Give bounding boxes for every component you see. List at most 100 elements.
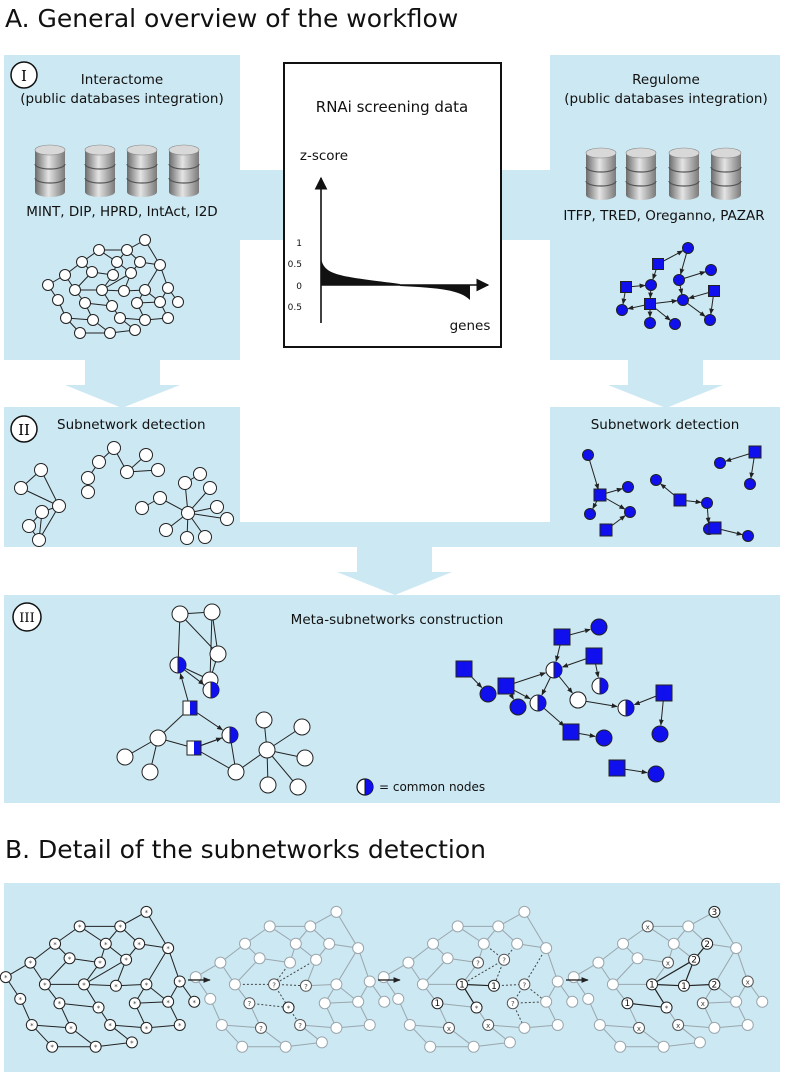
network-node (214, 956, 227, 969)
network-node (660, 1001, 673, 1014)
network-edge (523, 911, 547, 949)
network-edge (473, 1041, 510, 1048)
network-node (0, 971, 12, 984)
node-mark: x (447, 1025, 451, 1033)
network-node (188, 995, 201, 1008)
network-node (162, 995, 175, 1008)
common-node (617, 699, 635, 717)
network-node (255, 711, 273, 729)
node-mark: * (119, 923, 123, 931)
interactome-subnetworks (14, 441, 234, 547)
network-node (125, 267, 137, 279)
gene-node (584, 508, 596, 520)
node-mark: * (104, 941, 108, 949)
network-node (181, 506, 195, 520)
network-node (593, 1018, 606, 1031)
network-node (456, 978, 469, 991)
network-node (92, 1001, 105, 1014)
node-mark: * (193, 999, 197, 1007)
node-mark: x (676, 1022, 680, 1030)
node-mark: * (4, 974, 8, 982)
node-mark: ? (523, 981, 527, 989)
network-node (677, 979, 690, 992)
network-node (135, 501, 149, 515)
gene-node (644, 317, 656, 329)
database-icon-left-1 (34, 144, 66, 197)
network-edge (209, 611, 213, 681)
network-edge (221, 1024, 262, 1029)
network-node (89, 1040, 102, 1053)
network-node (614, 1040, 627, 1053)
tf-node (748, 445, 762, 459)
tf-node (553, 628, 571, 646)
network-node (81, 471, 95, 485)
network-node (228, 978, 241, 991)
network-node (81, 485, 95, 499)
gene-node (509, 698, 527, 716)
network-node (73, 920, 86, 933)
network-edge (300, 1024, 337, 1029)
network-edge (599, 1024, 640, 1029)
network-node (330, 905, 343, 918)
gene-node (701, 497, 713, 509)
network-edge (335, 911, 359, 949)
network-node (139, 448, 153, 462)
network-edge (523, 947, 547, 985)
network-node (296, 749, 314, 767)
node-mark: * (133, 1000, 137, 1008)
network-node (330, 1021, 343, 1034)
node-mark: ? (502, 957, 506, 965)
network-node (118, 285, 130, 297)
database-icon-right-4 (710, 147, 742, 200)
node-mark: ? (304, 983, 308, 991)
node-mark: ? (476, 960, 480, 968)
network-node (133, 937, 146, 950)
network-node (203, 603, 221, 621)
network-node (121, 244, 133, 256)
tf-node (652, 258, 664, 270)
network-edge (678, 1024, 715, 1029)
node-mark: ? (248, 1000, 252, 1008)
detail-network-4: 3 x 2 x 2 1 1 2 x 1 * x x x (567, 905, 769, 1053)
network-edge (663, 1041, 700, 1048)
network-node (74, 327, 86, 339)
node-mark: * (68, 955, 72, 963)
detail-network-2: ? ?? *?? (189, 905, 391, 1053)
network-node (472, 956, 484, 969)
rnai-title: RNAi screening data (316, 98, 468, 116)
network-node (682, 920, 695, 933)
node-mark: x (486, 1022, 490, 1030)
node-mark: x (746, 978, 750, 986)
tf-node (562, 723, 580, 741)
network-node (503, 1036, 516, 1049)
network-node (114, 920, 127, 933)
regulome-subtitle: (public databases integration) (564, 91, 768, 107)
network-node (96, 284, 108, 296)
common-node (591, 677, 609, 695)
network-node (592, 956, 605, 969)
network-node (294, 1018, 307, 1031)
rnai-y-label: z-score (300, 148, 348, 164)
network-node (140, 1021, 153, 1034)
step3-title: Meta-subnetworks construction (291, 612, 504, 628)
database-icon-left-4 (168, 144, 200, 197)
database-icon-right-3 (668, 147, 700, 200)
network-node (255, 1021, 267, 1034)
network-edge (110, 1024, 147, 1029)
network-node (159, 523, 173, 537)
network-node (606, 978, 619, 991)
node-mark: 1 (435, 999, 441, 1009)
network-node (209, 645, 227, 663)
network-node (693, 1036, 706, 1049)
network-edge (651, 959, 695, 985)
network-node (741, 1018, 754, 1031)
network-node (109, 979, 122, 992)
network-edge (31, 1024, 72, 1029)
network-node (134, 256, 146, 268)
rnai-negative-tail (400, 285, 470, 300)
gene-node (624, 506, 636, 518)
gene-node (582, 449, 594, 461)
network-node (498, 953, 511, 966)
network-node (258, 741, 276, 759)
